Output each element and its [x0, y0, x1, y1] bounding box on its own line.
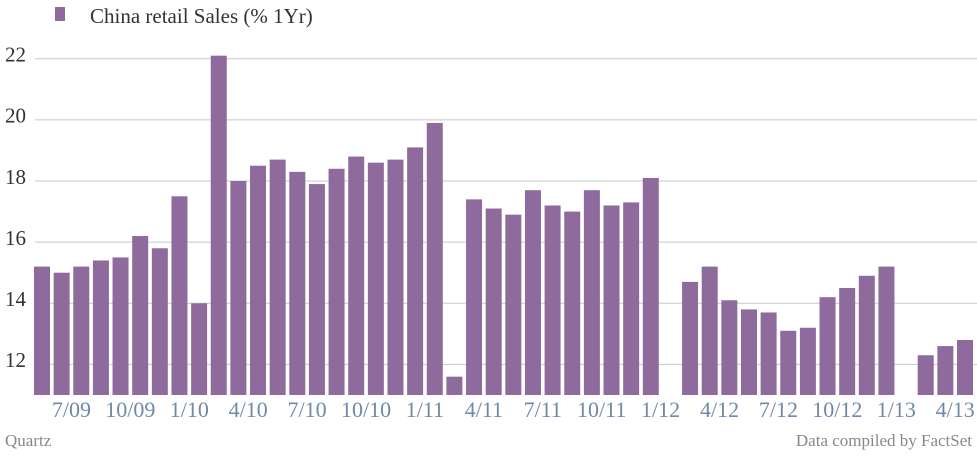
bar [485, 208, 502, 395]
bar [407, 147, 424, 395]
x-tick-label: 4/10 [229, 397, 268, 422]
x-tick-label: 1/13 [877, 397, 916, 422]
bar [583, 190, 600, 395]
bar [917, 355, 934, 395]
bar [937, 346, 954, 395]
bar [446, 376, 463, 395]
bar [426, 122, 443, 395]
x-tick-label: 10/10 [341, 397, 391, 422]
bar [112, 257, 129, 395]
y-tick-label: 12 [5, 348, 26, 372]
x-tick-label: 4/12 [700, 397, 739, 422]
y-tick-label: 22 [5, 43, 26, 67]
x-tick-label: 1/12 [641, 397, 680, 422]
bar [839, 288, 856, 395]
x-tick-label: 1/10 [170, 397, 209, 422]
bar [623, 202, 640, 395]
x-tick-label: 4/13 [936, 397, 975, 422]
x-tick-label: 10/12 [812, 397, 862, 422]
y-tick-label: 16 [5, 226, 26, 250]
bar [544, 205, 561, 395]
bar [740, 309, 757, 395]
bar [564, 211, 581, 395]
bar [505, 214, 522, 395]
bar [53, 272, 70, 395]
bar [250, 165, 267, 395]
x-tick-label: 7/11 [524, 397, 562, 422]
bar [151, 248, 168, 395]
bar [760, 312, 777, 395]
source-left: Quartz [5, 431, 52, 450]
bar [230, 181, 247, 395]
x-tick-label: 7/12 [759, 397, 798, 422]
bar [957, 339, 973, 395]
bar [466, 199, 483, 395]
bar [191, 303, 208, 395]
bar [210, 55, 227, 396]
bar [348, 156, 365, 395]
bar [878, 266, 895, 395]
bar [92, 260, 109, 395]
x-tick-label: 7/10 [288, 397, 327, 422]
x-tick-label: 1/11 [406, 397, 444, 422]
x-tick-label: 10/09 [105, 397, 155, 422]
bar [73, 266, 90, 395]
y-tick-label: 18 [5, 165, 26, 189]
bar [524, 190, 541, 395]
bar [34, 266, 50, 395]
x-tick-label: 7/09 [52, 397, 91, 422]
bar [799, 327, 816, 395]
bar [701, 266, 718, 395]
bar [603, 205, 620, 395]
bar [858, 275, 875, 395]
bar [308, 184, 325, 395]
bar [642, 177, 659, 395]
bar [780, 330, 797, 395]
bar [269, 159, 286, 395]
bar [171, 196, 188, 395]
x-tick-label: 10/11 [577, 397, 626, 422]
bar [721, 300, 738, 395]
legend-label: China retail Sales (% 1Yr) [90, 4, 313, 28]
bar [387, 159, 404, 395]
bar [819, 297, 836, 395]
bar [132, 236, 149, 395]
y-tick-label: 20 [5, 104, 26, 128]
bar [682, 281, 699, 395]
source-right: Data compiled by FactSet [796, 431, 972, 450]
bar [289, 171, 306, 395]
y-tick-label: 14 [5, 287, 27, 311]
bar [328, 168, 345, 395]
bar [367, 162, 384, 395]
x-tick-label: 4/11 [465, 397, 503, 422]
legend-swatch [55, 7, 65, 21]
